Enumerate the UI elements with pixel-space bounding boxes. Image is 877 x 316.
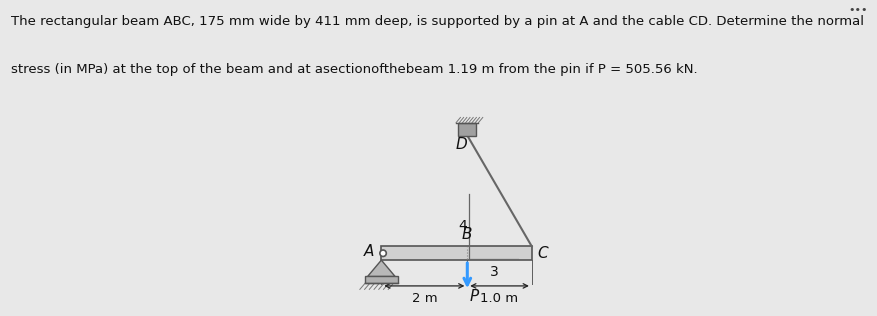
Circle shape [380, 250, 386, 257]
Polygon shape [367, 260, 395, 276]
Bar [381, 246, 531, 260]
Text: C: C [538, 246, 548, 261]
Text: stress (in MPa) at the top of the beam and at asectionofthebeam 1.19 m from the : stress (in MPa) at the top of the beam a… [11, 63, 696, 76]
Text: P: P [469, 289, 479, 304]
Text: D: D [455, 137, 467, 152]
Text: 1.0 m: 1.0 m [480, 291, 518, 305]
Text: 3: 3 [489, 265, 498, 279]
Text: The rectangular beam ABC, 175 mm wide by 411 mm deep, is supported by a pin at A: The rectangular beam ABC, 175 mm wide by… [11, 15, 863, 28]
Text: A: A [364, 244, 374, 259]
Text: 4: 4 [458, 219, 467, 233]
Text: 2 m: 2 m [411, 291, 437, 305]
Text: •••: ••• [847, 5, 866, 15]
Bar [365, 276, 397, 283]
Bar [458, 123, 476, 136]
Text: B: B [461, 227, 472, 242]
